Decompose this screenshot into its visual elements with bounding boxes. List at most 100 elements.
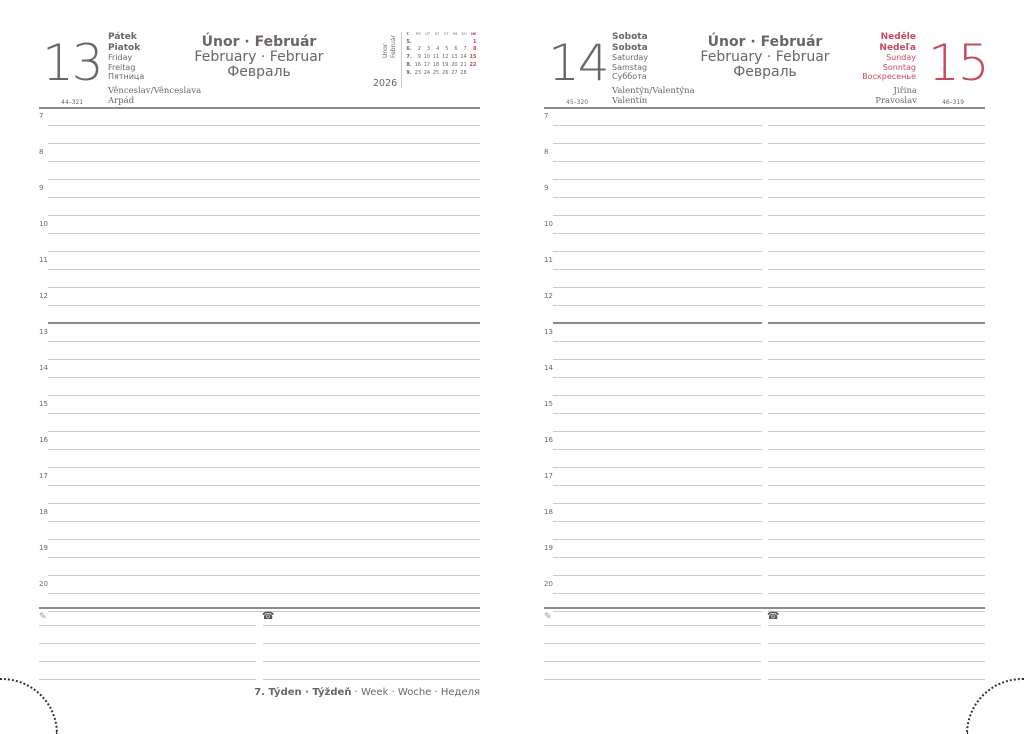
- half-hour-line: [48, 305, 480, 306]
- hour-label: 13: [39, 328, 48, 336]
- hour-line: [553, 215, 762, 216]
- day-name-cz: Pátek: [108, 32, 137, 42]
- hour-line: [768, 251, 985, 252]
- half-hour-line: [768, 305, 985, 306]
- half-hour-line: [48, 197, 480, 198]
- name-days-saturday: Valentýn/Valentýna Valentín: [612, 86, 695, 106]
- half-hour-line: [553, 413, 762, 414]
- hour-line: [553, 467, 762, 468]
- mini-cal-cell: PO: [415, 32, 421, 36]
- hour-line: [553, 503, 762, 504]
- hour-label: 8: [39, 148, 44, 156]
- mini-cal-cell: 7.: [406, 54, 412, 61]
- hour-line: [553, 359, 762, 360]
- hour-line: [48, 539, 480, 540]
- half-hour-line: [768, 485, 985, 486]
- mini-cal-cell: 18: [432, 61, 440, 68]
- mini-cal-cell: SO: [461, 32, 467, 36]
- half-hour-line: [48, 125, 480, 126]
- saint-1: Jiřina: [893, 86, 917, 96]
- hour-line: [768, 143, 985, 144]
- hour-line: [553, 143, 762, 144]
- mini-cal-week: 9. 23 24 25 26 27 28: [405, 70, 478, 78]
- hour-label: 15: [39, 400, 48, 408]
- mini-cal-cell: ÚT: [425, 32, 431, 36]
- mini-cal-month-cz: Únor: [382, 43, 389, 59]
- day-count: 44–321: [61, 99, 84, 106]
- notes-line: [39, 679, 256, 680]
- notes-line: [39, 625, 256, 626]
- hour-line: [48, 395, 480, 396]
- hour-line: [48, 143, 480, 144]
- hour-label: 11: [39, 256, 48, 264]
- hour-label: 19: [39, 544, 48, 552]
- mini-cal-cell: 28: [460, 69, 467, 76]
- half-hour-line: [768, 269, 985, 270]
- mini-cal-cell: ST: [434, 32, 440, 36]
- mini-cal-cell: 6: [454, 46, 458, 53]
- phone-icon: ☎: [262, 611, 275, 622]
- mini-cal-cell: 16: [414, 61, 421, 68]
- hour-label: 9: [39, 184, 44, 192]
- mini-cal-cell: 13: [451, 54, 458, 61]
- mini-cal-cell: 8.: [406, 61, 412, 68]
- mini-cal-week: 7. 9 10 11 12 13 14 15: [405, 54, 478, 62]
- hour-label: 13: [544, 328, 553, 336]
- mini-cal-cell: 23: [414, 69, 421, 76]
- hour-label: 14: [39, 364, 48, 372]
- mini-cal-cell: 25: [432, 69, 440, 76]
- hour-line: [553, 539, 762, 540]
- hour-line: [553, 611, 762, 612]
- hour-label: 12: [544, 292, 553, 300]
- half-hour-line: [48, 485, 480, 486]
- mini-calendar: T. PO ÚT ST ČT PÁ SO NE 5. 1 6. 2 3 4 5 6 7 8 7. 9 10 11 12 13 1…: [405, 31, 478, 77]
- day-name-ru: Суббота: [612, 72, 647, 81]
- mini-cal-cell: 5: [445, 46, 449, 53]
- hour-line: [768, 287, 985, 288]
- day-name-en: Friday: [108, 53, 133, 62]
- hour-line: [48, 179, 480, 180]
- hour-line: [553, 287, 762, 288]
- day-name-en: Sunday: [886, 53, 916, 62]
- hour-line: [768, 467, 985, 468]
- hour-line: [48, 503, 480, 504]
- half-hour-line: [768, 125, 985, 126]
- half-hour-line: [553, 521, 762, 522]
- half-hour-line: [48, 557, 480, 558]
- hour-label: 14: [544, 364, 553, 372]
- hour-label: 8: [544, 148, 549, 156]
- hour-line: [48, 359, 480, 360]
- half-hour-line: [768, 233, 985, 234]
- half-hour-line: [768, 593, 985, 594]
- notes-rule: [39, 607, 480, 609]
- hour-line: [768, 395, 985, 396]
- mini-cal-cell: T.: [406, 32, 410, 36]
- mini-cal-month: Únor Február: [382, 35, 398, 58]
- year: 2026: [373, 78, 398, 89]
- hour-line: [768, 359, 985, 360]
- month-en-de: February · Februar: [700, 49, 830, 65]
- mini-cal-cell: 27: [451, 69, 458, 76]
- half-hour-line: [48, 341, 480, 342]
- mini-cal-cell: 12: [442, 54, 449, 61]
- half-hour-line: [768, 413, 985, 414]
- half-hour-line: [768, 449, 985, 450]
- half-hour-line: [768, 521, 985, 522]
- mini-cal-cell: 26: [442, 69, 449, 76]
- mini-cal-week: 8. 16 17 18 19 20 21 22: [405, 62, 478, 70]
- day-number: 13: [42, 34, 104, 92]
- half-hour-line: [48, 161, 480, 162]
- month-en-de: February · Februar: [194, 49, 324, 65]
- mini-cal-cell: 3: [426, 46, 431, 53]
- mini-cal-cell: 19: [442, 61, 449, 68]
- notes-line: [768, 625, 985, 626]
- day-name-cz: Neděle: [880, 32, 916, 42]
- mini-cal-cell: 1: [472, 38, 477, 45]
- hour-line: [768, 503, 985, 504]
- hour-line: [48, 251, 480, 252]
- mini-cal-cell: ČT: [443, 32, 449, 36]
- month-title-right: Únor · Február February · Februar Феврал…: [665, 35, 865, 80]
- mini-cal-cell: [431, 39, 440, 47]
- hour-line: [553, 431, 762, 432]
- mini-cal-cell: 6.: [406, 46, 412, 53]
